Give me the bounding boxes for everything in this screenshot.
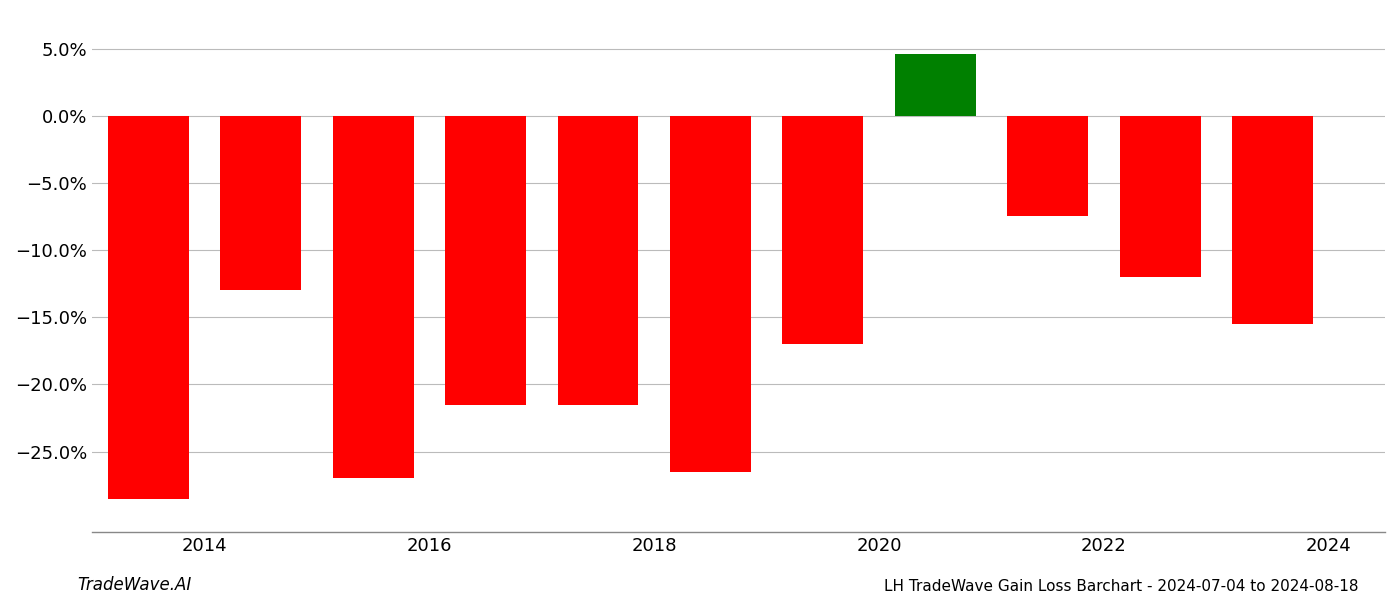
Bar bbox=[671, 116, 750, 472]
Bar bbox=[557, 116, 638, 404]
Bar bbox=[445, 116, 526, 404]
Bar bbox=[783, 116, 864, 344]
Bar bbox=[108, 116, 189, 499]
Bar bbox=[1007, 116, 1088, 217]
Bar bbox=[333, 116, 413, 478]
Text: TradeWave.AI: TradeWave.AI bbox=[77, 576, 192, 594]
Text: LH TradeWave Gain Loss Barchart - 2024-07-04 to 2024-08-18: LH TradeWave Gain Loss Barchart - 2024-0… bbox=[883, 579, 1358, 594]
Bar bbox=[1232, 116, 1313, 324]
Bar bbox=[895, 54, 976, 116]
Bar bbox=[220, 116, 301, 290]
Bar bbox=[1120, 116, 1201, 277]
